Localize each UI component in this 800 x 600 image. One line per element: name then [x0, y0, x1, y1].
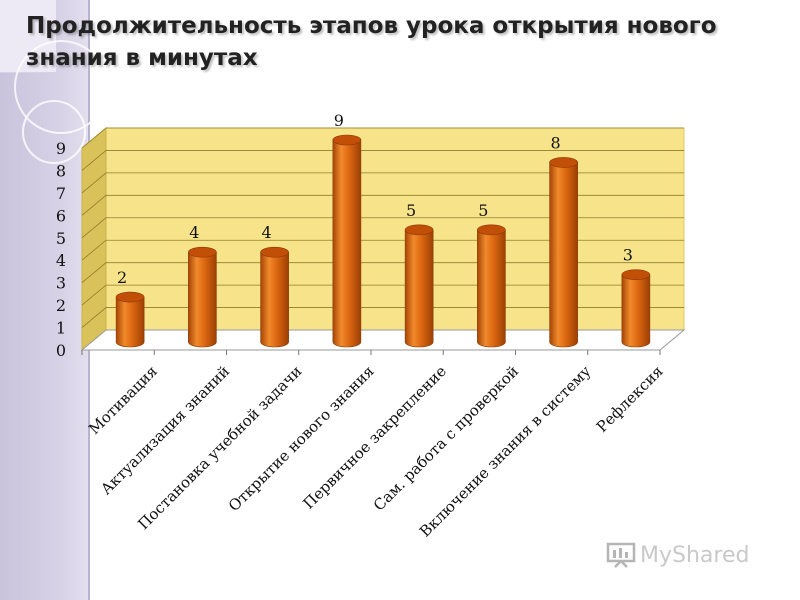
bar-top: [477, 224, 506, 236]
bar: [332, 139, 362, 348]
x-tick-label: Актуализация знаний: [97, 362, 233, 498]
chart-side-wall: [81, 126, 107, 352]
presentation-board-icon: [606, 542, 636, 568]
data-label: 4: [262, 223, 272, 242]
y-tick-label: 8: [56, 161, 66, 180]
gridline: [81, 150, 684, 171]
y-tick-label: 9: [56, 139, 66, 158]
x-tick-label: Рефлексия: [593, 362, 667, 436]
y-tick-label: 2: [56, 296, 66, 315]
bar: [188, 251, 217, 348]
y-tick-label: 4: [56, 251, 66, 270]
y-tick-label: 5: [56, 229, 66, 248]
x-tick-label: Сам. работа с проверкой: [370, 362, 522, 514]
bar-top: [260, 246, 289, 258]
bar-top: [115, 291, 145, 303]
x-tick-label: Первичное закрепление: [299, 362, 450, 513]
data-label: 5: [406, 201, 416, 220]
x-tick-label: Мотивация: [85, 362, 161, 438]
chart-title: Продолжительность этапов урока открытия …: [26, 13, 717, 71]
watermark-text: MyShared: [640, 542, 750, 568]
y-tick-label: 0: [56, 341, 66, 360]
bar: [260, 251, 289, 348]
y-tick-label: 6: [56, 206, 66, 225]
decoration-circle: [22, 100, 86, 164]
bar: [477, 229, 506, 348]
data-label: 4: [189, 223, 199, 242]
bar-top: [549, 157, 578, 168]
bar: [404, 229, 434, 348]
bar: [115, 296, 145, 348]
data-label: 3: [623, 246, 633, 265]
gridline: [81, 194, 684, 216]
gridline: [81, 127, 684, 149]
data-label: 9: [334, 111, 344, 130]
bar-top: [621, 269, 651, 280]
data-label: 2: [117, 268, 127, 287]
gridline: [81, 217, 684, 239]
bar-top: [404, 224, 434, 236]
watermark: MyShared: [606, 540, 749, 570]
y-tick-label: 1: [56, 319, 66, 338]
bar-top: [332, 134, 362, 146]
bar-top: [188, 246, 217, 258]
chart-floor: [80, 329, 686, 351]
data-label: 5: [478, 201, 488, 220]
bar: [549, 162, 578, 348]
x-tick-label: Открытие нового знания: [225, 362, 378, 515]
y-tick-label: 7: [56, 184, 66, 203]
y-tick-label: 3: [56, 274, 66, 293]
gridline: [81, 172, 684, 194]
bar: [621, 274, 651, 348]
data-label: 8: [551, 133, 561, 152]
